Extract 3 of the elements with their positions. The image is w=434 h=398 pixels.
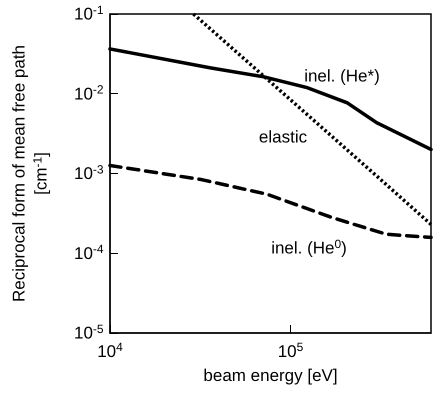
annotation: inel. (He*) <box>304 66 380 86</box>
annotation: elastic <box>258 128 308 146</box>
x-axis-title: beam energy [eV] <box>203 366 338 386</box>
